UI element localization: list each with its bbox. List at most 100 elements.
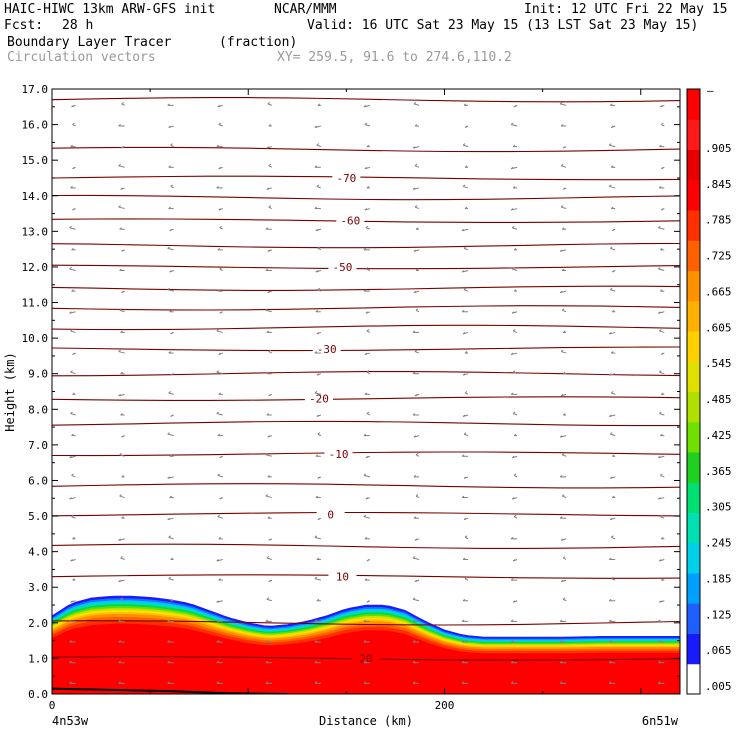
- vector-head: [510, 619, 514, 622]
- vector-shaft: [415, 495, 420, 499]
- vector-head: [608, 557, 612, 560]
- vector-shaft: [412, 598, 420, 602]
- colorbar-swatch: [687, 452, 700, 483]
- vector-shaft: [365, 227, 371, 230]
- vector-shaft: [268, 206, 273, 210]
- vector-head: [267, 101, 271, 105]
- vector-head: [412, 597, 416, 600]
- vector-head: [463, 476, 467, 479]
- vector-shaft: [317, 433, 322, 437]
- vector-head: [218, 208, 222, 211]
- vector-head: [657, 640, 661, 643]
- vector-head: [559, 640, 563, 643]
- vector-head: [512, 370, 516, 373]
- vector-shaft: [69, 227, 76, 230]
- colorbar-label: .365: [705, 465, 732, 478]
- vector-head: [464, 351, 468, 354]
- vector-shaft: [363, 474, 371, 478]
- colorbar-frame: [686, 88, 701, 695]
- vector-head: [118, 681, 121, 684]
- vector-head: [562, 413, 566, 416]
- vector-head: [167, 681, 170, 684]
- vector-head: [660, 578, 664, 581]
- vector-shaft: [659, 413, 665, 416]
- vector-shaft: [265, 454, 272, 457]
- vector-head: [366, 600, 370, 603]
- colorbar-swatch: [687, 149, 700, 181]
- vector-head: [609, 517, 613, 521]
- vector-head: [218, 578, 222, 581]
- vector-shaft: [464, 392, 469, 395]
- vector-shaft: [414, 165, 420, 168]
- vector-shaft: [611, 536, 616, 540]
- colorbar-label: .125: [705, 608, 732, 621]
- vector-shaft: [463, 433, 469, 437]
- vector-head: [70, 370, 73, 373]
- colorbar-label: .905: [705, 142, 732, 155]
- vector-head: [121, 516, 124, 519]
- vector-head: [315, 228, 319, 232]
- vector-head: [510, 536, 514, 540]
- vector-head: [266, 597, 270, 600]
- y-tick-label: 7.0: [28, 439, 48, 452]
- vector-head: [366, 144, 370, 148]
- vector-head: [315, 495, 319, 498]
- vector-head: [71, 473, 74, 476]
- vector-head: [610, 390, 614, 394]
- y-tick-label: 13.0: [22, 225, 49, 238]
- vector-head: [561, 494, 565, 497]
- tracer-band-12: [52, 595, 680, 639]
- vector-head: [513, 433, 517, 437]
- vector-shaft: [414, 351, 420, 354]
- vector-head: [511, 311, 515, 314]
- vector-head: [69, 311, 72, 314]
- vector-head: [562, 556, 566, 559]
- y-tick-label: 10.0: [22, 332, 49, 345]
- vector-head: [366, 411, 370, 414]
- vector-head: [119, 268, 122, 271]
- vector-head: [363, 289, 367, 292]
- colorbar-swatch: [687, 179, 700, 211]
- vector-head: [560, 579, 564, 583]
- vector-shaft: [610, 289, 616, 292]
- vector-head: [461, 270, 465, 273]
- x-right-endpoint: 6n51w: [642, 714, 679, 728]
- vector-head: [118, 619, 121, 622]
- vector-head: [609, 103, 613, 106]
- isotherm-contour: [52, 305, 680, 311]
- org-label: NCAR/MMM: [274, 2, 337, 17]
- vector-head: [513, 289, 517, 292]
- vector-head: [266, 413, 270, 416]
- vector-head: [560, 205, 564, 208]
- y-tick-label: 14.0: [22, 190, 49, 203]
- vector-head: [267, 516, 271, 519]
- vector-head: [511, 225, 515, 229]
- vector-shaft: [415, 454, 420, 457]
- colorbar-label: .305: [705, 501, 732, 514]
- y-tick-label: 6.0: [28, 474, 48, 487]
- vector-head: [608, 598, 612, 602]
- vector-head: [316, 373, 320, 376]
- vector-head: [71, 247, 74, 251]
- vector-head: [316, 414, 320, 417]
- vector-head: [69, 660, 72, 664]
- vector-head: [121, 475, 124, 478]
- vector-shaft: [658, 268, 665, 271]
- vector-head: [365, 267, 369, 270]
- vector-head: [560, 538, 564, 541]
- vector-head: [265, 640, 269, 643]
- vector-shaft: [610, 247, 616, 251]
- vector-shaft: [119, 495, 125, 499]
- vector-head: [118, 393, 121, 397]
- vector-shaft: [659, 371, 665, 375]
- y-tick-label: 0.0: [28, 688, 48, 701]
- forecast-label: Fcst:: [4, 18, 44, 33]
- vector-head: [512, 411, 516, 414]
- vector-head: [611, 270, 615, 273]
- isotherm-contour: [52, 146, 680, 153]
- vector-head: [70, 600, 73, 603]
- vector-head: [315, 454, 319, 457]
- vector-head: [512, 186, 516, 189]
- vector-head: [168, 206, 171, 209]
- isotherm-contour: [52, 175, 680, 181]
